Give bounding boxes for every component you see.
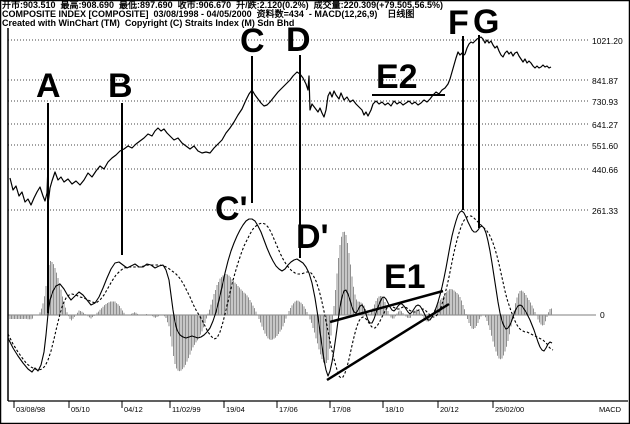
date-axis-label: 17/08 <box>332 405 351 414</box>
price-axis-label: 440.66 <box>592 165 618 175</box>
price-axis-label: 1021.20 <box>592 36 623 46</box>
price-axis-label: 551.60 <box>592 141 618 151</box>
annotation-label-Dp: D' <box>296 218 329 256</box>
macd-line <box>7 210 553 377</box>
price-axis-label: 730.93 <box>592 97 618 107</box>
macd-zero-label: 0 <box>600 310 605 320</box>
date-axis-label: 05/10 <box>71 405 90 414</box>
annotation-label-E2: E2 <box>376 58 418 96</box>
wedge-upper-trendline <box>329 289 444 324</box>
annotation-label-G: G <box>473 3 499 41</box>
macd-axis-label: MACD <box>599 405 622 414</box>
annotation-label-Cp: C' <box>215 190 248 228</box>
price-axis-label: 261.33 <box>592 206 618 216</box>
annotation-label-F: F <box>448 4 469 42</box>
annotation-label-E1: E1 <box>384 258 426 296</box>
price-line <box>9 36 552 206</box>
date-axis-label: 04/12 <box>124 405 143 414</box>
annotation-label-A: A <box>36 67 61 105</box>
date-axis-label: 11/02/99 <box>172 405 201 414</box>
date-axis-label: 19/04 <box>226 405 245 414</box>
date-axis-label: 20/12 <box>440 405 459 414</box>
header-quote-line: 开市:903.510 最高:908.690 最低:897.690 收市:906.… <box>2 0 443 10</box>
price-axis-label: 641.27 <box>592 120 618 130</box>
annotation-label-C: C <box>240 22 265 60</box>
header-series-line: COMPOSITE INDEX [COMPOSITE] 03/08/1998 -… <box>2 9 415 19</box>
macd-signal-line <box>7 215 554 379</box>
annotation-label-B: B <box>108 67 133 105</box>
date-axis-label: 03/08/98 <box>16 405 45 414</box>
header-copyright-line: Created with WinChart (TM) Copyright (C)… <box>2 18 295 28</box>
price-axis-label: 841.87 <box>592 76 618 86</box>
date-axis-label: 18/10 <box>385 405 404 414</box>
date-axis-label: 25/02/00 <box>495 405 524 414</box>
date-axis-label: 17/06 <box>279 405 298 414</box>
annotation-label-D: D <box>286 21 311 59</box>
